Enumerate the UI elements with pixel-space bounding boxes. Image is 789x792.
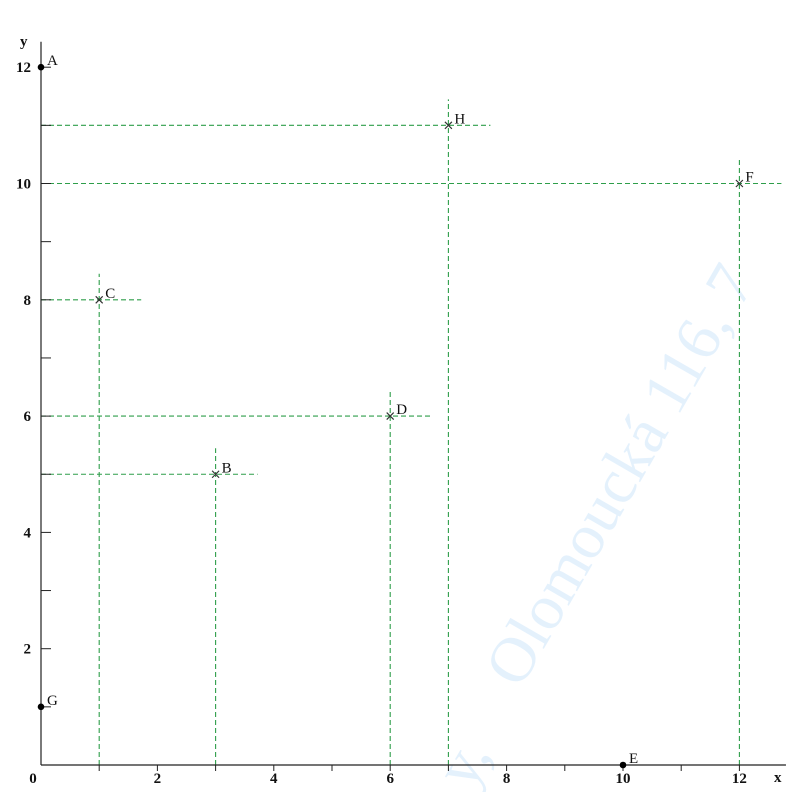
y-tick-label: 4 — [24, 525, 32, 541]
y-tick-label: 6 — [24, 409, 32, 425]
point-label-c: C — [105, 286, 115, 302]
point-label-f: F — [745, 170, 753, 186]
point-marker-x — [735, 179, 744, 188]
watermark: Olomoucká 116, 7 y, — [421, 253, 769, 792]
point-label-g: G — [47, 693, 58, 709]
guide-lines — [41, 99, 782, 765]
point-marker-x-stroke — [211, 470, 220, 479]
x-tick-label: 0 — [29, 771, 37, 787]
point-label-b: B — [222, 460, 232, 476]
x-tick-label: 2 — [154, 771, 162, 787]
point-marker-dot — [37, 63, 45, 71]
y-tick-label: 2 — [24, 642, 32, 658]
point-marker-x — [211, 470, 220, 479]
point-marker-x-stroke — [735, 179, 744, 188]
y-tick-label: 10 — [16, 177, 31, 193]
axes: x y 0 2 4 6 8 10 12 2 4 6 8 10 12 — [16, 34, 786, 787]
x-tick-label: 8 — [503, 771, 511, 787]
points: A B C D E F G H — [37, 53, 754, 769]
point-marker-dot — [37, 703, 45, 711]
point-marker-x — [444, 121, 453, 130]
point-label-h: H — [454, 111, 465, 127]
watermark-text: Olomoucká 116, 7 — [471, 253, 769, 697]
point-marker-x — [95, 295, 104, 304]
watermark-text-fragment: y, — [421, 726, 504, 792]
x-tick-label: 12 — [732, 771, 747, 787]
x-tick-label: 6 — [386, 771, 394, 787]
point-label-e: E — [629, 751, 638, 767]
point-marker-x-stroke — [444, 121, 453, 130]
point-marker-x — [386, 412, 395, 421]
point-label-d: D — [396, 402, 407, 418]
point-marker-dot — [619, 761, 627, 769]
x-tick-label: 4 — [270, 771, 278, 787]
x-tick-label: 10 — [616, 771, 631, 787]
y-axis-label: y — [20, 34, 28, 50]
y-tick-label: 8 — [24, 293, 32, 309]
x-axis-label: x — [774, 770, 782, 786]
point-label-a: A — [47, 53, 58, 69]
y-tick-label: 12 — [16, 60, 31, 76]
point-marker-x-stroke — [386, 412, 395, 421]
point-marker-x-stroke — [95, 295, 104, 304]
